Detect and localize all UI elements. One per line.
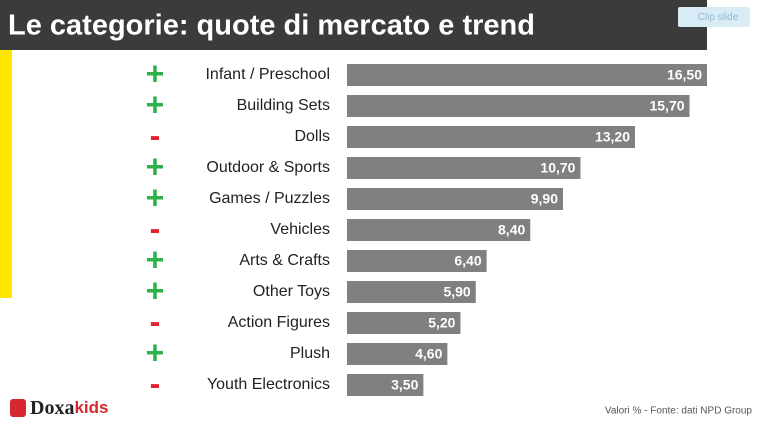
bar (347, 312, 461, 334)
bar (347, 64, 707, 86)
trend-sign: - (150, 210, 161, 246)
trend-sign: - (150, 117, 161, 153)
bar (347, 250, 487, 272)
category-label: Action Figures (228, 314, 330, 331)
category-label: Building Sets (237, 97, 330, 114)
value-label: 9,90 (531, 191, 558, 207)
source-note: Valori % - Fonte: dati NPD Group (605, 406, 753, 417)
trend-sign: + (146, 241, 165, 277)
logo: Doxakids (30, 397, 108, 419)
value-label: 5,90 (443, 284, 470, 300)
value-label: 10,70 (540, 160, 575, 176)
value-label: 15,70 (649, 98, 684, 114)
clip-button-bg[interactable] (678, 7, 750, 27)
bar (347, 95, 690, 117)
bar (347, 374, 424, 396)
trend-sign: + (146, 148, 165, 184)
chart-title: Le categorie: quote di mercato e trend (8, 10, 535, 42)
value-label: 4,60 (415, 346, 442, 362)
value-label: 13,20 (595, 129, 630, 145)
category-label: Youth Electronics (207, 376, 330, 393)
trend-sign: + (146, 55, 165, 91)
clip-button[interactable]: Clip slide (678, 7, 750, 27)
category-label: Dolls (294, 128, 330, 145)
logo-accent: kids (74, 398, 108, 417)
trend-sign: + (146, 179, 165, 215)
trend-sign: + (146, 86, 165, 122)
trend-sign: + (146, 334, 165, 370)
bar (347, 126, 635, 148)
bar (347, 343, 448, 365)
value-label: 5,20 (428, 315, 455, 331)
value-label: 8,40 (498, 222, 525, 238)
category-label: Plush (290, 345, 330, 362)
bar (347, 281, 476, 303)
bar (347, 219, 531, 241)
bar (347, 188, 563, 210)
category-label: Outdoor & Sports (206, 159, 330, 176)
value-label: 3,50 (391, 377, 418, 393)
category-label: Infant / Preschool (205, 66, 330, 83)
bar (347, 157, 581, 179)
category-label: Vehicles (270, 221, 330, 238)
title-bar (0, 0, 707, 50)
trend-sign: - (150, 303, 161, 339)
category-label: Games / Puzzles (209, 190, 330, 207)
clip-button-label[interactable]: Clip slide (698, 12, 739, 23)
logo-main: Doxa (30, 397, 74, 419)
category-label: Arts & Crafts (239, 252, 330, 269)
logo-icon (10, 399, 26, 417)
value-label: 6,40 (454, 253, 481, 269)
value-label: 16,50 (667, 67, 702, 83)
trend-sign: + (146, 272, 165, 308)
category-label: Other Toys (253, 283, 330, 300)
trend-sign: - (150, 365, 161, 401)
accent-bar (0, 50, 12, 298)
